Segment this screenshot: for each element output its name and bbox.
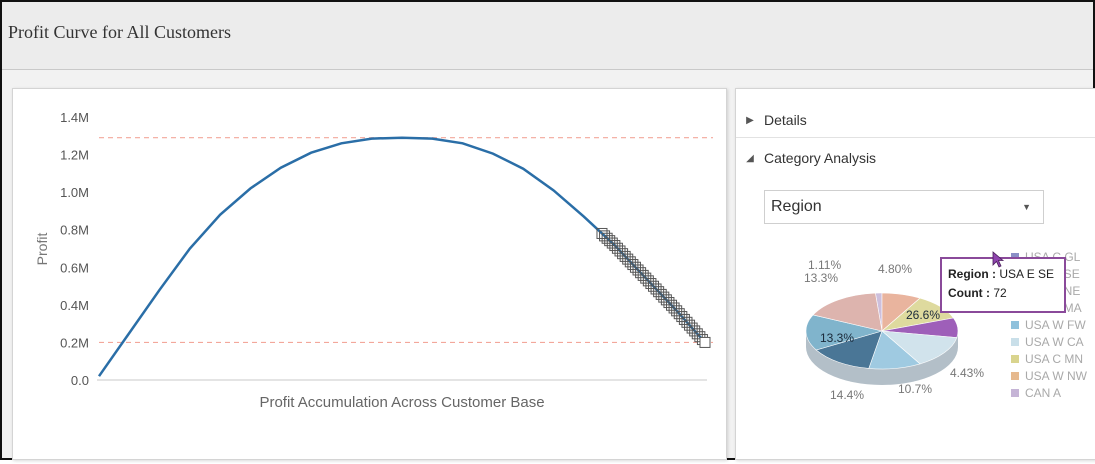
category-analysis-label: Category Analysis xyxy=(764,150,877,166)
legend-item[interactable]: USA W FW xyxy=(1011,317,1086,333)
y-tick-label: 0.4M xyxy=(60,298,89,313)
legend-label: USA C MN xyxy=(1025,352,1084,366)
category-analysis-accordion[interactable]: ◢ Category Analysis xyxy=(736,141,1095,175)
y-tick-label: 1.0M xyxy=(60,185,89,200)
profit-curve-chart[interactable]: 0.0 0.2M 0.4M 0.6M 0.8M 1.0M 1.2M 1.4M Profit P… xyxy=(13,89,726,459)
mouse-cursor-icon xyxy=(992,251,1005,268)
y-tick-label: 1.2M xyxy=(60,148,89,163)
y-tick-label: 0.2M xyxy=(60,335,89,350)
legend-swatch xyxy=(1011,372,1019,380)
y-tick-label: 0.0 xyxy=(71,373,89,388)
pie-tooltip: Region : USA E SE Count : 72 xyxy=(940,257,1066,313)
pie-percent-label: 4.80% xyxy=(878,262,912,276)
pie-percent-label: 26.6% xyxy=(906,308,940,322)
legend-label: USA W FW xyxy=(1025,318,1086,332)
y-tick-label: 0.6M xyxy=(60,260,89,275)
legend-item[interactable]: USA W CA xyxy=(1011,334,1084,350)
legend-item[interactable]: USA C MN xyxy=(1011,351,1083,367)
tooltip-count-value: 72 xyxy=(993,286,1007,300)
selected-point[interactable] xyxy=(699,336,711,348)
header-bar: Profit Curve for All Customers xyxy=(2,2,1093,70)
tooltip-region-value: USA E SE xyxy=(999,267,1055,281)
legend-swatch xyxy=(1011,321,1019,329)
legend-item[interactable]: USA W NW xyxy=(1011,368,1087,384)
pie-slice-usa-e-ma[interactable] xyxy=(815,330,883,369)
tooltip-region-label: Region : xyxy=(948,267,996,281)
y-tick-label: 1.4M xyxy=(60,110,89,125)
y-tick-label: 0.8M xyxy=(60,223,89,238)
pie-slice-usa-c-gl[interactable] xyxy=(812,292,883,332)
pie-percent-label: 10.7% xyxy=(898,382,932,396)
category-select-value: Region xyxy=(771,198,822,215)
page-title: Profit Curve for All Customers xyxy=(8,22,231,42)
legend-label: USA W CA xyxy=(1025,335,1084,349)
pie-slice-usa-e-ne[interactable] xyxy=(805,314,884,351)
expand-arrow-icon: ▶ xyxy=(746,114,754,126)
analysis-panel: ▶ Details ◢ Category Analysis Region ▼ 1… xyxy=(735,88,1095,460)
chevron-down-icon: ▼ xyxy=(1022,202,1031,212)
legend-item[interactable]: CAN A xyxy=(1011,385,1061,401)
y-axis-label: Profit xyxy=(34,233,50,266)
legend-swatch xyxy=(1011,338,1019,346)
legend-swatch xyxy=(1011,389,1019,397)
region-pie-chart[interactable]: 1.11%13.3%4.80%26.6%13.3%4.43%10.7%14.4% xyxy=(736,247,1095,417)
pie-percent-label: 1.11% xyxy=(808,258,841,272)
pie-slice-usa-w-ca[interactable] xyxy=(881,330,958,365)
legend-label: CAN A xyxy=(1025,386,1062,400)
legend-swatch xyxy=(1011,355,1019,363)
details-label: Details xyxy=(764,112,807,128)
x-axis-label: Profit Accumulation Across Customer Base xyxy=(259,394,544,411)
pie-percent-label: 13.3% xyxy=(804,271,838,285)
category-select[interactable]: Region ▼ xyxy=(764,190,1044,224)
profit-curve-panel: 0.0 0.2M 0.4M 0.6M 0.8M 1.0M 1.2M 1.4M Profit P… xyxy=(12,88,727,460)
pie-percent-label: 13.3% xyxy=(820,331,854,345)
pie-percent-label: 4.43% xyxy=(950,366,984,380)
profit-series-line xyxy=(97,136,706,377)
pie-percent-label: 14.4% xyxy=(830,388,864,402)
legend-label: USA W NW xyxy=(1025,369,1087,383)
tooltip-count-label: Count : xyxy=(948,286,990,300)
pie-side xyxy=(806,331,958,385)
details-accordion[interactable]: ▶ Details xyxy=(736,103,1095,138)
collapse-arrow-icon: ◢ xyxy=(746,152,754,164)
